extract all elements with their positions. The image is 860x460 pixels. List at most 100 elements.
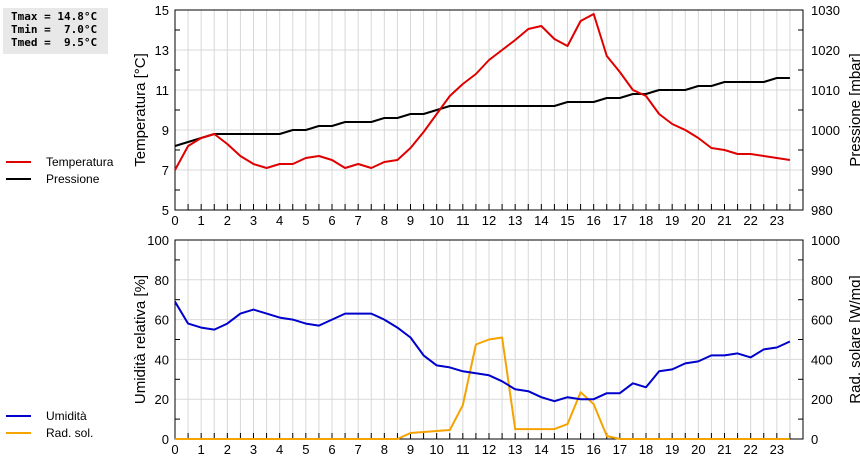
- x-tick-label: 0: [171, 213, 178, 228]
- x-tick-label: 8: [381, 442, 388, 457]
- y-axis-label: Umidità relativa [%]: [132, 275, 149, 404]
- temperature-line-swatch: [6, 160, 31, 163]
- y-tick-label: 13: [155, 43, 169, 58]
- temperature-pressure-chart: 0 1 2 3 4 5 6 7 8 9 10 11 12 13 14 15 16 17 18 19 20 21 22 2357…: [132, 3, 860, 228]
- y2-tick-label: 1000: [811, 233, 840, 248]
- y2-tick-label: 800: [811, 273, 833, 288]
- x-tick-label: 9: [407, 442, 414, 457]
- y-tick-label: 20: [155, 392, 169, 407]
- y-tick-label: 5: [162, 203, 169, 218]
- y2-tick-label: 1000: [811, 123, 840, 138]
- legend-item-pressione: Pressione: [6, 170, 113, 187]
- legend-item-umidita: Umidità: [6, 407, 93, 424]
- x-tick-label: 15: [560, 442, 574, 457]
- y2-tick-label: 0: [811, 432, 818, 447]
- y2-tick-label: 400: [811, 352, 833, 367]
- x-tick-label: 0: [171, 442, 178, 457]
- x-tick-label: 4: [276, 213, 283, 228]
- x-tick-label: 19: [665, 213, 679, 228]
- solar-line-swatch: [6, 431, 31, 434]
- x-tick-label: 19: [665, 442, 679, 457]
- series-line-rad-sol-: [175, 336, 790, 440]
- legend-label: Umidità: [46, 408, 87, 423]
- y-axis-label: Temperatura [°C]: [132, 53, 149, 167]
- y2-tick-label: 990: [811, 163, 833, 178]
- x-tick-label: 11: [456, 213, 470, 228]
- x-tick-label: 21: [717, 442, 731, 457]
- x-tick-label: 12: [482, 442, 496, 457]
- x-tick-label: 11: [456, 442, 470, 457]
- y2-axis-label: Pressione [mbar]: [847, 53, 860, 166]
- y2-tick-label: 1020: [811, 43, 840, 58]
- x-tick-label: 23: [770, 213, 784, 228]
- x-tick-label: 20: [691, 442, 705, 457]
- x-tick-label: 17: [613, 213, 627, 228]
- x-tick-label: 18: [639, 442, 653, 457]
- x-tick-label: 10: [429, 442, 443, 457]
- x-tick-label: 22: [743, 213, 757, 228]
- y2-axis-label: Rad. solare [W/mq]: [847, 275, 860, 403]
- x-tick-label: 3: [250, 442, 257, 457]
- y-tick-label: 7: [162, 163, 169, 178]
- x-tick-label: 23: [770, 442, 784, 457]
- y-tick-label: 80: [155, 273, 169, 288]
- x-tick-label: 16: [586, 213, 600, 228]
- y2-tick-label: 1030: [811, 3, 840, 18]
- x-tick-label: 6: [328, 213, 335, 228]
- y-tick-label: 0: [162, 432, 169, 447]
- y-tick-label: 100: [147, 233, 169, 248]
- x-tick-label: 12: [482, 213, 496, 228]
- x-tick-label: 14: [534, 442, 548, 457]
- y-tick-label: 11: [156, 83, 170, 98]
- x-tick-label: 20: [691, 213, 705, 228]
- x-tick-label: 7: [355, 442, 362, 457]
- series-line-umidit-: [174, 301, 791, 403]
- x-tick-label: 2: [224, 213, 231, 228]
- x-tick-label: 18: [639, 213, 653, 228]
- x-tick-label: 4: [276, 442, 283, 457]
- x-tick-label: 7: [355, 213, 362, 228]
- x-tick-label: 13: [508, 442, 522, 457]
- tmin-value: Tmin = 7.0°C: [11, 23, 98, 36]
- x-tick-label: 1: [198, 442, 205, 457]
- x-tick-label: 17: [613, 442, 627, 457]
- x-tick-label: 9: [407, 213, 414, 228]
- x-tick-label: 14: [534, 213, 548, 228]
- legend-item-rad-sol: Rad. sol.: [6, 424, 93, 441]
- x-tick-label: 21: [717, 213, 731, 228]
- legend-label: Rad. sol.: [46, 425, 94, 440]
- x-tick-label: 1: [198, 213, 205, 228]
- x-tick-label: 5: [302, 442, 309, 457]
- series-line-pressione: [174, 77, 790, 147]
- x-tick-label: 5: [302, 213, 309, 228]
- y2-tick-label: 1010: [811, 83, 840, 98]
- x-tick-label: 6: [328, 442, 335, 457]
- temperature-stats-box: Tmax = 14.8°C Tmin = 7.0°C Tmed = 9.5°C: [3, 8, 108, 54]
- y-tick-label: 9: [162, 123, 169, 138]
- legend-label: Pressione: [46, 171, 100, 186]
- legend-item-temperatura: Temperatura: [6, 153, 113, 170]
- x-tick-label: 2: [224, 442, 231, 457]
- x-tick-label: 22: [743, 442, 757, 457]
- legend-label: Temperatura: [46, 154, 114, 169]
- y-tick-label: 60: [155, 313, 169, 328]
- x-tick-label: 15: [560, 213, 574, 228]
- humidity-solar-chart: 0 1 2 3 4 5 6 7 8 9 10 11 12 13 14 15 16 17 18 19 20 21 22 2302…: [132, 233, 860, 457]
- humidity-line-swatch: [6, 414, 31, 417]
- series-line-temperatura: [174, 13, 791, 171]
- y2-tick-label: 200: [811, 392, 833, 407]
- x-tick-label: 3: [250, 213, 257, 228]
- x-tick-label: 10: [429, 213, 443, 228]
- legend-top: Temperatura Pressione: [6, 153, 113, 187]
- pressure-line-swatch: [6, 177, 31, 180]
- y2-tick-label: 600: [811, 313, 833, 328]
- legend-bottom: Umidità Rad. sol.: [6, 407, 93, 441]
- y-tick-label: 15: [155, 3, 169, 18]
- y2-tick-label: 980: [811, 203, 833, 218]
- x-tick-label: 8: [381, 213, 388, 228]
- x-tick-label: 13: [508, 213, 522, 228]
- y-tick-label: 40: [155, 352, 169, 367]
- tmax-value: Tmax = 14.8°C: [11, 10, 98, 23]
- tmed-value: Tmed = 9.5°C: [11, 36, 98, 49]
